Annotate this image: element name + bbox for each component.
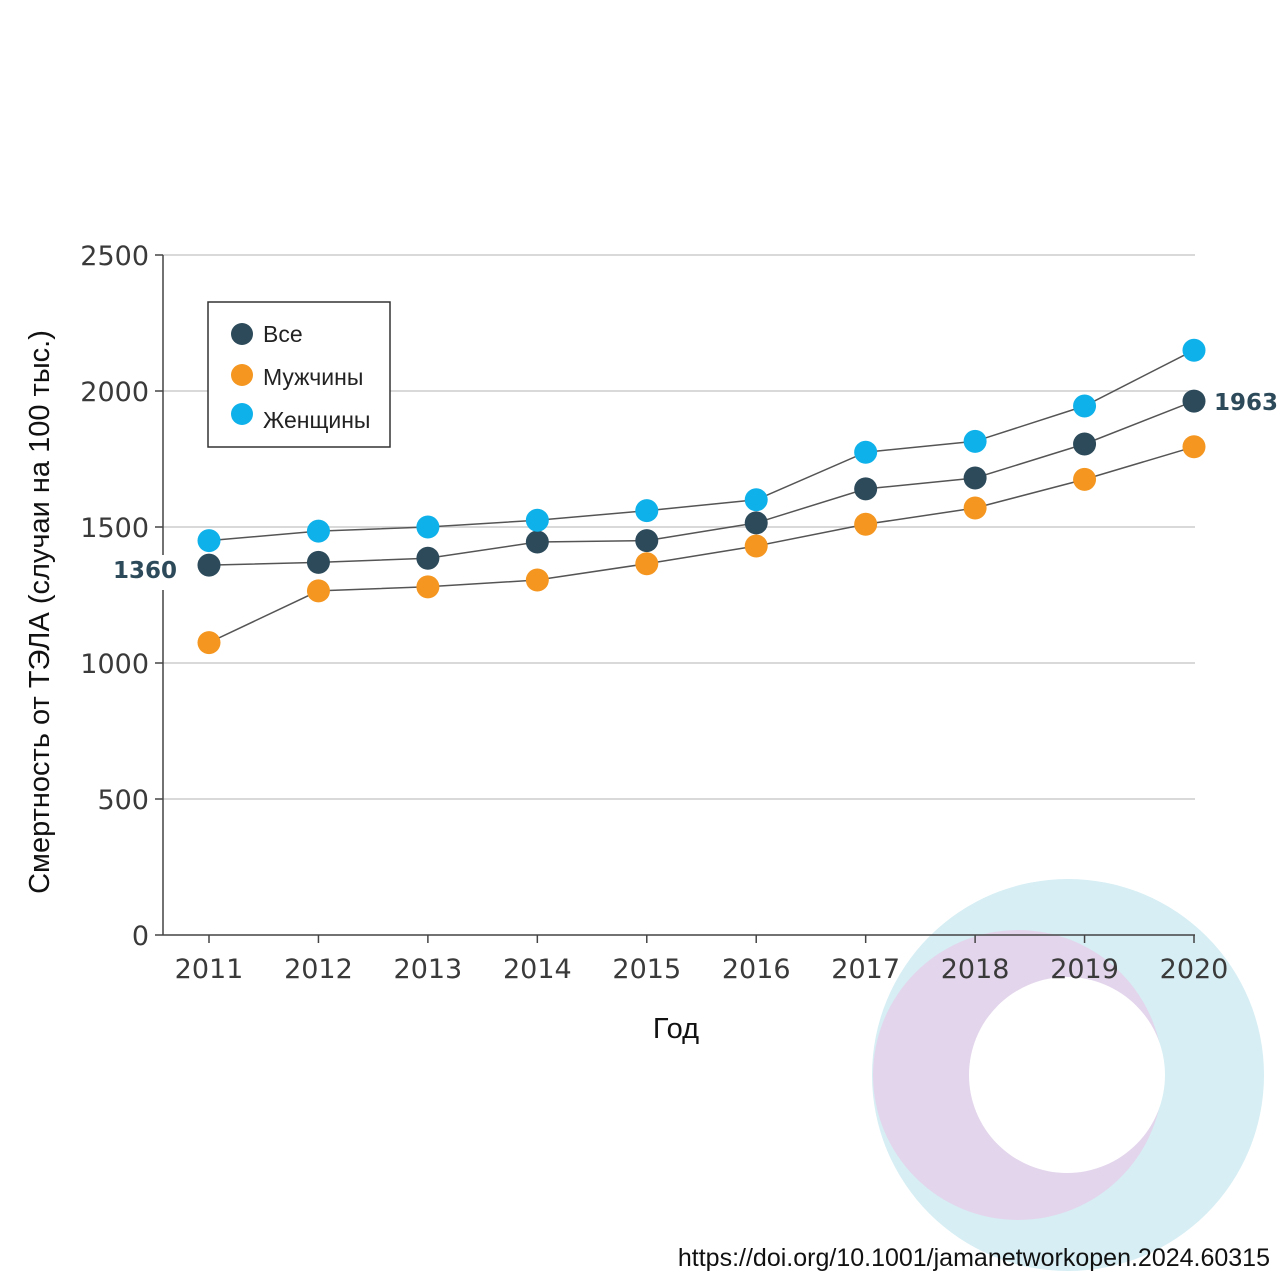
series-points	[197, 338, 1206, 655]
legend-marker-men	[231, 364, 253, 386]
data-point-1-2017	[854, 512, 878, 536]
y-axis-title: Смертность от ТЭЛА (случаи на 100 тыс.)	[24, 330, 56, 894]
x-tick-label-2019: 2019	[1050, 954, 1119, 985]
data-point-0-2013	[416, 546, 440, 570]
data-point-2-2011	[197, 529, 221, 553]
legend-label-women: Женщины	[263, 407, 370, 433]
data-point-0-2014	[525, 530, 549, 554]
legend-marker-all	[231, 323, 253, 345]
watermark-logo	[872, 879, 1264, 1271]
data-point-0-2018	[963, 466, 987, 490]
y-tick-label-1000: 1000	[80, 649, 149, 680]
data-point-2-2018	[963, 429, 987, 453]
data-point-1-2015	[635, 552, 659, 576]
data-point-2-2020	[1182, 338, 1206, 362]
legend-label-all: Все	[263, 321, 303, 347]
data-point-1-2018	[963, 496, 987, 520]
data-point-2-2013	[416, 515, 440, 539]
data-point-2-2019	[1073, 394, 1097, 418]
x-tick-label-2018: 2018	[941, 954, 1010, 985]
x-tick-label-2016: 2016	[722, 954, 791, 985]
axes: 0 500 1000 1500 2000 2500 2011 2012 2013 2014 2015…	[80, 241, 1228, 985]
data-point-2-2015	[635, 499, 659, 523]
x-tick-label-2020: 2020	[1160, 954, 1229, 985]
start-value-label: 1360	[113, 558, 177, 584]
data-point-0-2015	[635, 529, 659, 553]
legend-label-men: Мужчины	[263, 364, 363, 390]
y-tick-label-0: 0	[132, 921, 149, 952]
x-tick-label-2011: 2011	[175, 954, 244, 985]
data-point-1-2019	[1073, 467, 1097, 491]
data-point-1-2012	[306, 579, 330, 603]
data-point-0-2016	[744, 511, 768, 535]
source-doi[interactable]: https://doi.org/10.1001/jamanetworkopen.…	[677, 1244, 1270, 1272]
data-point-2-2014	[525, 508, 549, 532]
data-point-2-2017	[854, 440, 878, 464]
series-line-0	[208, 400, 1195, 566]
data-point-0-2017	[854, 477, 878, 501]
x-tick-label-2017: 2017	[831, 954, 900, 985]
x-tick-label-2014: 2014	[503, 954, 572, 985]
y-tick-label-2500: 2500	[80, 241, 149, 272]
x-tick-label-2013: 2013	[394, 954, 463, 985]
data-point-0-2011	[197, 553, 221, 577]
data-point-1-2011	[197, 631, 221, 655]
y-tick-label-2000: 2000	[80, 377, 149, 408]
series-lines	[208, 349, 1195, 644]
data-point-1-2020	[1182, 435, 1206, 459]
y-tick-label-500: 500	[97, 785, 149, 816]
legend-marker-women	[231, 403, 253, 425]
data-point-1-2014	[525, 568, 549, 592]
data-point-1-2013	[416, 575, 440, 599]
series-line-2	[208, 349, 1195, 542]
series-line-1	[208, 446, 1195, 644]
data-point-1-2016	[744, 534, 768, 558]
data-point-0-2020	[1182, 389, 1206, 413]
data-point-0-2012	[306, 550, 330, 574]
x-tick-label-2012: 2012	[284, 954, 353, 985]
legend: Все Мужчины Женщины	[207, 301, 391, 448]
y-tick-label-1500: 1500	[80, 513, 149, 544]
x-tick-label-2015: 2015	[612, 954, 681, 985]
end-value-label: 1963	[1214, 390, 1278, 416]
data-point-0-2019	[1073, 432, 1097, 456]
x-axis-title: Год	[653, 1013, 699, 1045]
data-point-2-2016	[744, 488, 768, 512]
data-point-2-2012	[306, 519, 330, 543]
